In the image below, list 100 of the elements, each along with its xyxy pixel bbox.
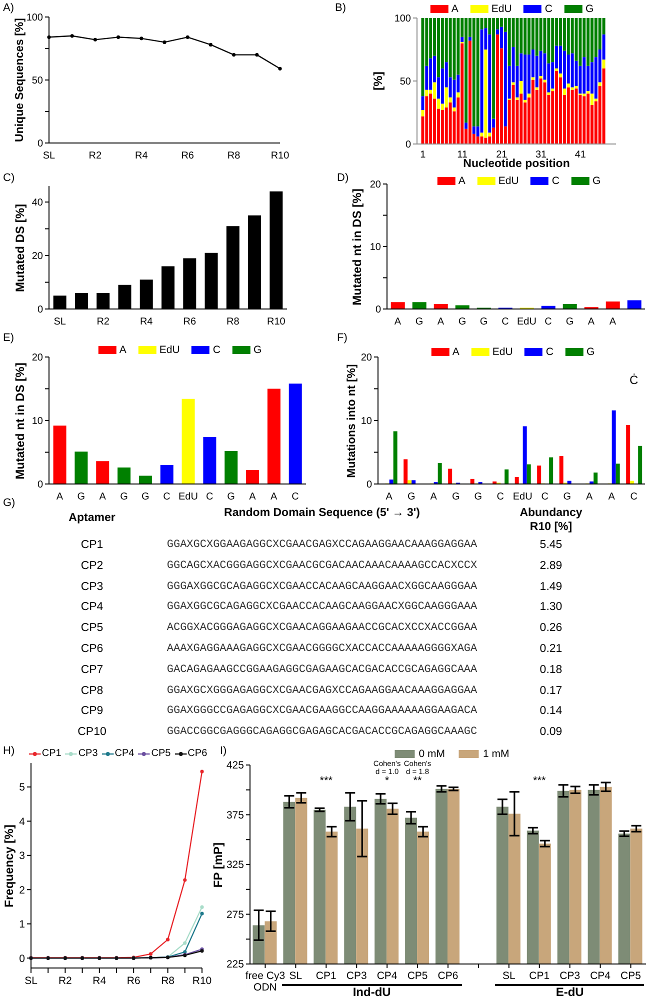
- y-tick-label: 225: [226, 958, 244, 971]
- text: AAAXGAGGAAAGAGGCXCGAACGGGGCXACCACCAAAAAGGGGXAGA: [166, 643, 478, 655]
- text: CP1: [80, 539, 104, 551]
- text: GGACCGGCGAGGGCAGAGGCGAGAGCACGACACCGCAGAGGCAAAGC: [166, 726, 478, 738]
- x-tick-label: A: [609, 316, 616, 328]
- x-tick-label: R4: [92, 974, 106, 987]
- x-tick-label: C: [502, 316, 509, 328]
- x-tick-label: CP1: [316, 970, 337, 982]
- x-tick-label: CP6: [438, 970, 458, 982]
- x-tick-label: CP4: [376, 970, 398, 982]
- y-tick-label: 50: [32, 76, 44, 87]
- x-tick-label: R4: [140, 316, 154, 328]
- x-tick-label: A: [99, 492, 106, 502]
- x-tick-label: SL: [42, 150, 56, 162]
- x-tick-label: CP1: [529, 970, 550, 982]
- y-tick-label: 5: [19, 782, 26, 794]
- x-tick-label: G: [77, 492, 86, 502]
- y-axis-title: Mutations into nt [%]: [346, 364, 358, 478]
- legend-label: EdU: [492, 346, 513, 358]
- text: 1.49: [540, 580, 562, 593]
- y-tick-label: 0: [37, 304, 44, 316]
- legend-label: G: [585, 3, 594, 15]
- legend-label: G: [586, 346, 595, 358]
- x-tick-label: 41: [574, 150, 586, 160]
- text: E-dU: [556, 985, 584, 999]
- x-tick-label: R8: [226, 316, 240, 328]
- legend-label: G: [253, 344, 262, 356]
- text: CP3: [80, 580, 104, 593]
- text: GGAXGCXGGAAGAGGCXCGAACGAGXCCAGAAGGAACAAAGGAGGAA: [166, 539, 478, 551]
- legend-label: EdU: [491, 3, 512, 15]
- x-tick-label: R6: [183, 316, 196, 328]
- chart-title: B): [335, 2, 346, 14]
- y-tick-label: 20: [32, 352, 44, 364]
- x-tick-label: CP4: [590, 970, 611, 982]
- y-tick-label: 275: [226, 908, 244, 921]
- text: CP10: [78, 726, 106, 738]
- x-tick-label: SL: [502, 970, 516, 982]
- text: GGGAXGGCGCAGAGGCXCGAACCACAAGCAAGGAACXGGCAAGGGAA: [166, 580, 478, 593]
- chart-title: H): [3, 745, 15, 757]
- x-tick-label: R8: [161, 974, 175, 987]
- y-tick-label: 0: [405, 140, 412, 151]
- x-tick-label: G: [480, 316, 488, 328]
- x-tick-label: R2: [88, 150, 102, 162]
- annotation: *: [384, 775, 390, 787]
- text: 1.30: [540, 601, 562, 614]
- y-axis-title: FP [mP]: [211, 842, 225, 888]
- x-tick-label: A: [394, 316, 402, 328]
- legend-label: C: [212, 344, 220, 356]
- y-tick-label: 0: [366, 480, 372, 491]
- x-tick-label: C: [541, 492, 548, 502]
- y-tick-label: 40: [32, 198, 44, 209]
- x-tick-label: G: [566, 316, 574, 328]
- x-tick-label: R2: [58, 974, 72, 987]
- x-tick-label: G: [227, 492, 236, 502]
- x-tick-label: R10: [270, 150, 290, 162]
- y-tick-label: 20: [32, 251, 44, 262]
- legend-label: CP1: [42, 748, 62, 759]
- y-tick-label: 1: [19, 918, 26, 931]
- y-tick-label: 100: [26, 12, 44, 24]
- legend-label: CP3: [78, 748, 98, 759]
- text: 0.21: [540, 643, 562, 655]
- annotation: **: [413, 775, 422, 787]
- x-tick-label: EdU: [512, 492, 532, 502]
- text: GGCAGCXACGGGAGGCXCGAACGCGACAACAAACAAAAGCCACXCCX: [166, 560, 478, 572]
- legend-label: 1 mM: [483, 748, 510, 760]
- x-tick-label: 31: [535, 150, 548, 160]
- x-tick-label: CP3: [560, 970, 580, 982]
- legend-label: CP4: [114, 748, 134, 759]
- text: GGAXGGGCCGAGAGGCXCGAACGAAGGCCAAGGAAAAAAGGAAGACA: [166, 705, 478, 718]
- text: GACAGAGAAGCCGGAAGAGGCGAGAAGCACGACACCGCAGAGGCAAA: [166, 664, 478, 676]
- x-tick-label: G: [452, 492, 460, 502]
- x-tick-label: CP5: [407, 970, 428, 982]
- y-axis-title: Frequency [%]: [2, 824, 16, 907]
- y-tick-label: 20: [360, 352, 372, 364]
- y-tick-label: 0: [375, 304, 382, 316]
- text: 0.09: [540, 726, 562, 738]
- text: CP8: [80, 684, 104, 697]
- chart-title: A): [3, 2, 14, 14]
- x-tick-label: R8: [227, 150, 241, 162]
- text: CP7: [80, 664, 104, 676]
- text: Abundancy R10 [%]: [520, 507, 582, 533]
- x-tick-label: C: [630, 492, 638, 502]
- annotation: ***: [532, 775, 546, 787]
- x-tick-label: EdU: [178, 492, 198, 502]
- x-tick-label: G: [458, 316, 466, 328]
- y-tick-label: 0: [37, 480, 44, 491]
- text: CP6: [80, 643, 104, 655]
- y-axis-title: Mutated DS [%]: [13, 204, 27, 292]
- y-tick-label: 10: [32, 416, 44, 428]
- legend-label: EdU: [498, 175, 519, 187]
- x-tick-label: 1: [420, 150, 426, 160]
- y-tick-label: 3: [19, 850, 26, 862]
- x-tick-label: free Cy3 ODN: [245, 970, 286, 994]
- x-tick-label: G: [120, 492, 128, 502]
- text: CP5: [80, 622, 104, 634]
- y-tick-label: 2: [19, 884, 26, 896]
- x-tick-label: SL: [289, 970, 302, 982]
- legend-label: CP6: [188, 748, 208, 759]
- text: GGAXGGCGCAGAGGCXCGAACCACAAGCAAGGAACXGGCAAGGGAAA: [166, 601, 478, 614]
- x-tick-label: R6: [181, 150, 194, 162]
